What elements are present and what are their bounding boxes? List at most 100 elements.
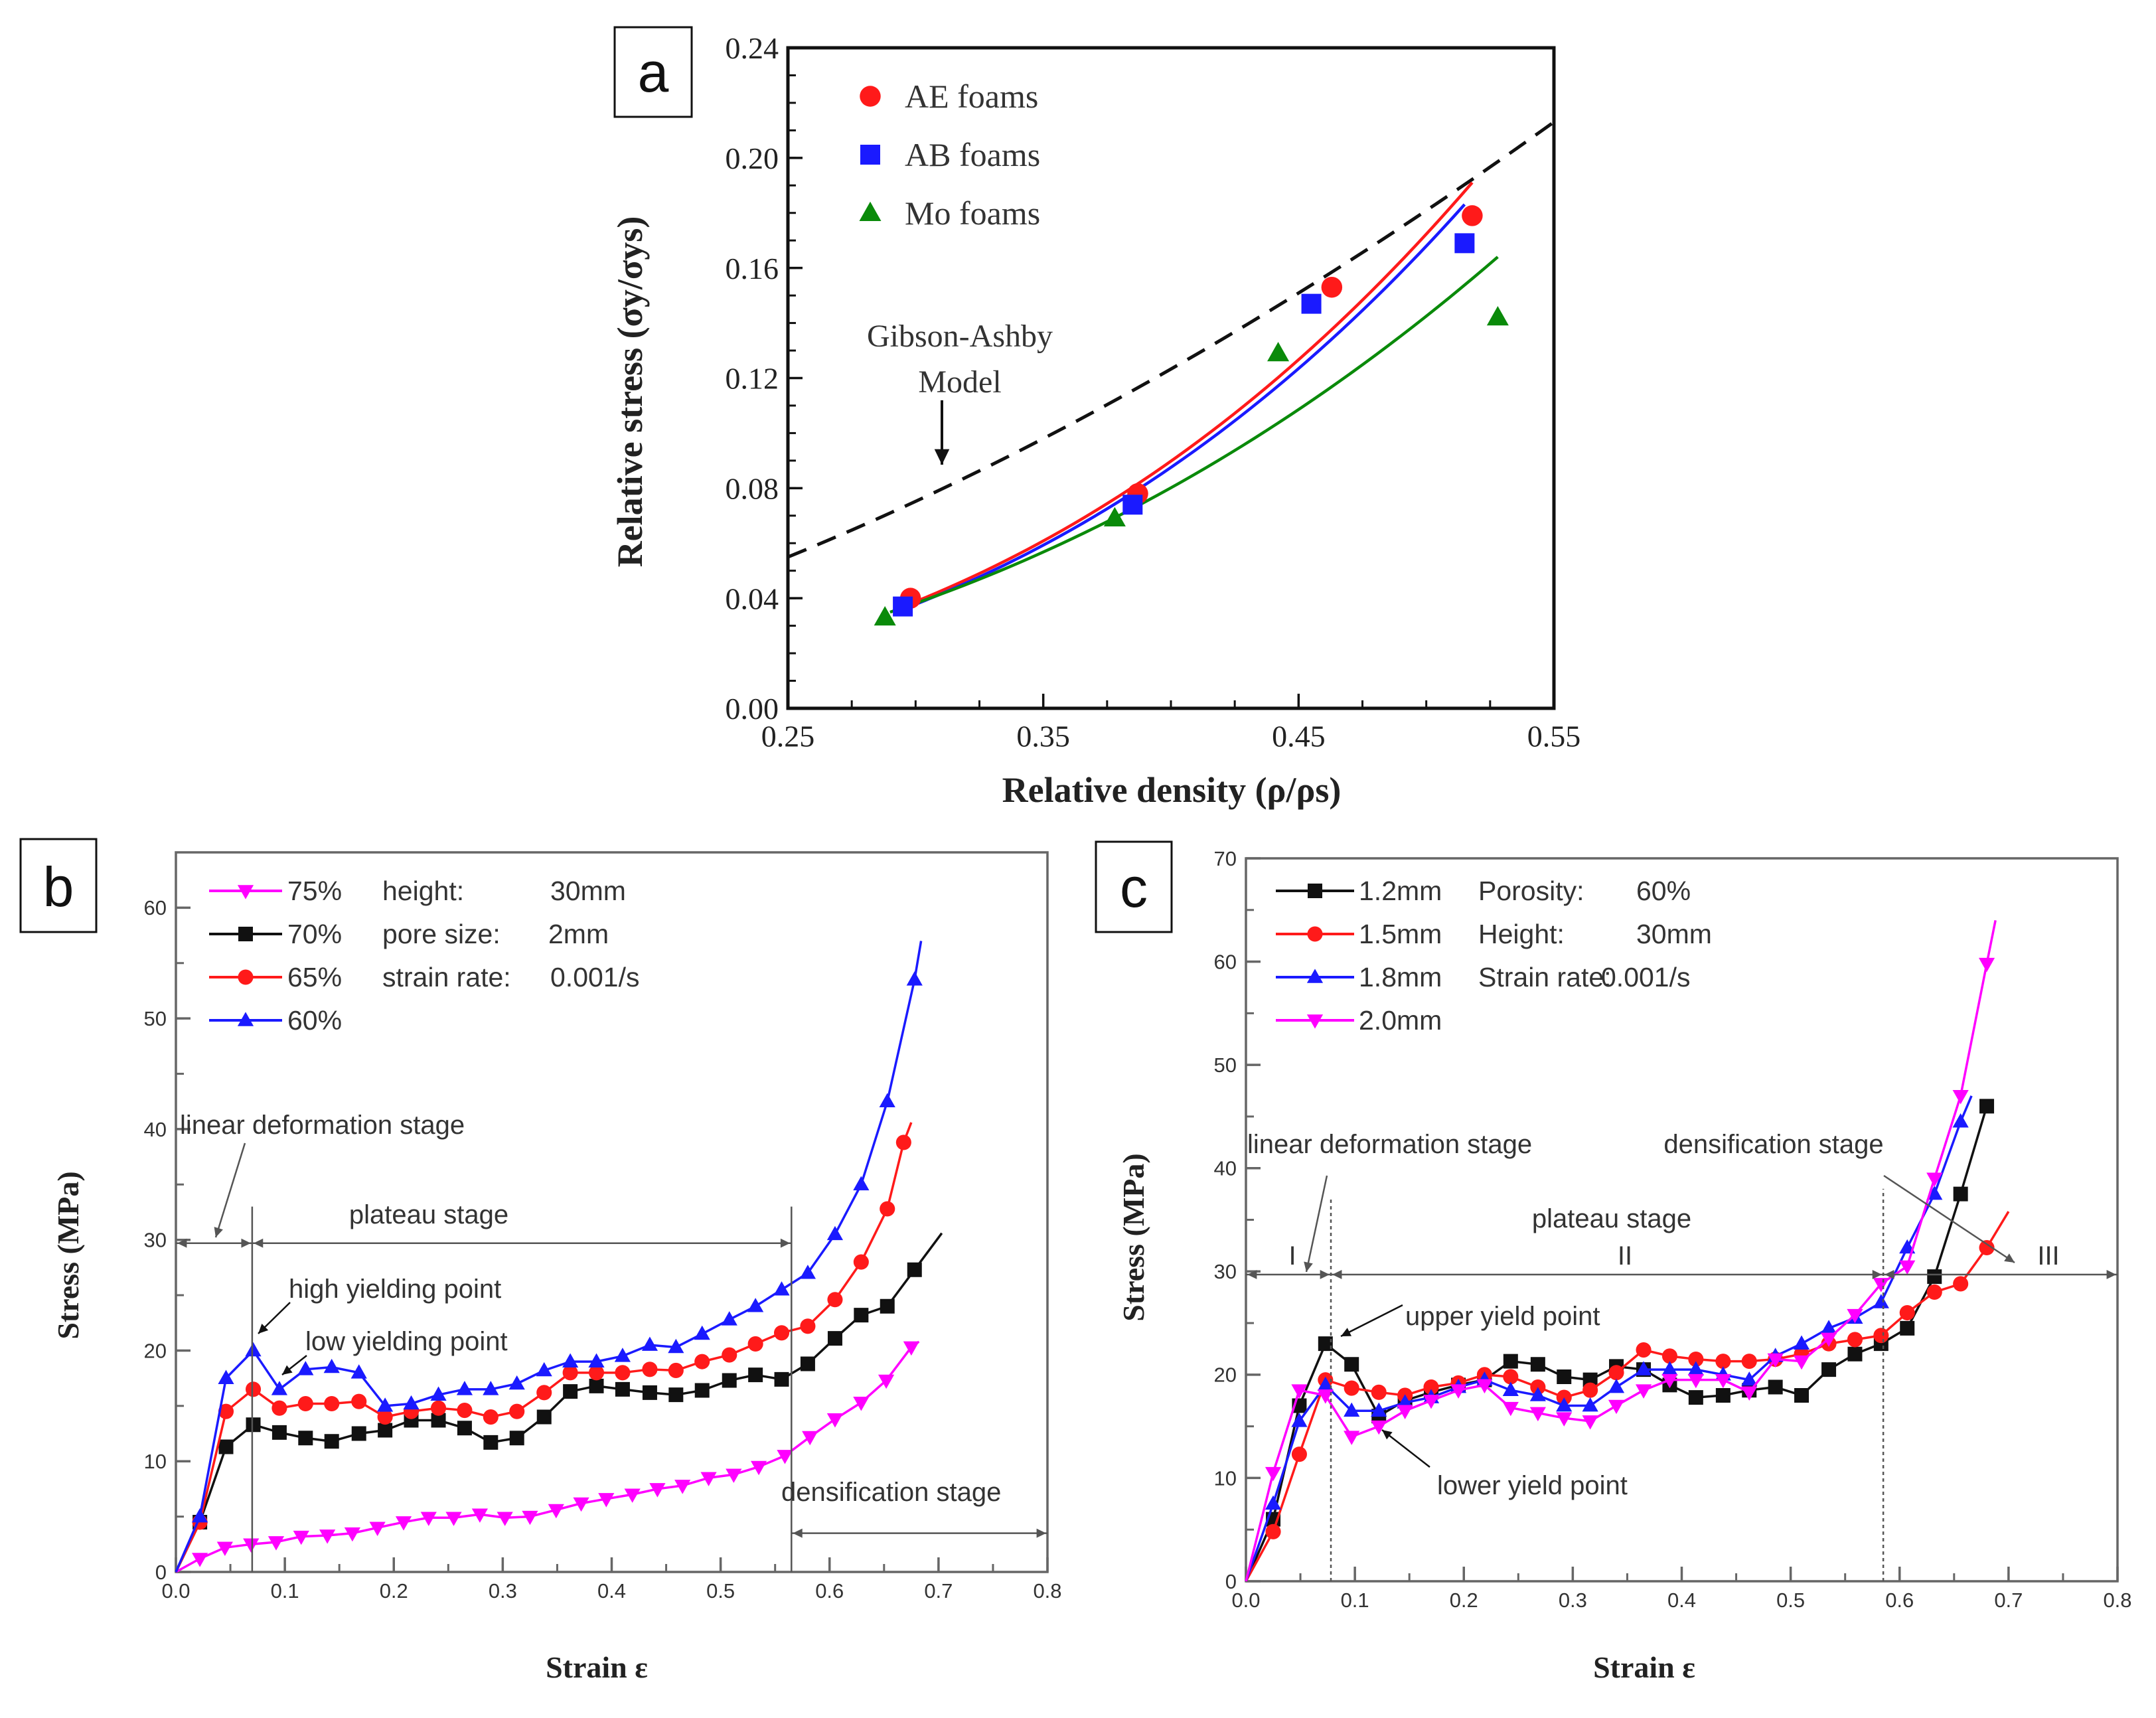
- data-point: [445, 1512, 462, 1526]
- legend-label: 2.0mm: [1359, 1005, 1442, 1036]
- data-point: [826, 1413, 844, 1428]
- data-point: [1926, 1284, 1942, 1300]
- data-point: [1454, 233, 1475, 254]
- data-point: [1768, 1379, 1783, 1395]
- data-point: [351, 1393, 367, 1409]
- data-point: [893, 596, 913, 617]
- legend-marker: [238, 927, 253, 941]
- annotation-label: high yielding point: [289, 1275, 501, 1304]
- annotation-label: II: [1618, 1241, 1632, 1271]
- legend-marker: [1308, 884, 1322, 898]
- data-point: [1873, 1328, 1889, 1344]
- data-point: [1462, 205, 1483, 226]
- condition-label: Porosity:: [1478, 876, 1584, 906]
- y-tick-label: 10: [1214, 1466, 1237, 1490]
- data-point: [536, 1362, 552, 1377]
- data-point: [1741, 1354, 1757, 1369]
- panel-c: c 0.0 0.1 0.2 0.3 0.4 0.5 0.6 0.7 0.8 0 10 20 30 40 50 6…: [1095, 840, 2132, 1684]
- x-tick-label: 0.3: [1559, 1589, 1587, 1612]
- gibson-ashby-model-line: [787, 120, 1555, 559]
- arrowhead-icon: [282, 1365, 293, 1375]
- annotations: linear deformation stage plateau stage hig…: [176, 1111, 1047, 1572]
- annotation-label: densification stage: [781, 1478, 1001, 1507]
- data-point: [1344, 1402, 1360, 1417]
- data-point: [773, 1281, 790, 1296]
- arrowhead-icon: [1247, 1269, 1257, 1279]
- data-point: [1688, 1351, 1704, 1367]
- data-point: [456, 1381, 473, 1395]
- data-point: [192, 1553, 208, 1567]
- data-point: [1820, 1332, 1837, 1348]
- data-point: [895, 1134, 911, 1150]
- data-point: [624, 1488, 641, 1503]
- fit-line-2: [889, 256, 1499, 614]
- x-tick-label: 0.4: [597, 1579, 626, 1602]
- y-tick-label: 0: [155, 1561, 167, 1584]
- data-point: [641, 1336, 658, 1351]
- x-tick-label: 0.5: [706, 1579, 735, 1602]
- data-point: [1926, 1185, 1943, 1200]
- data-point: [1636, 1342, 1652, 1358]
- data-point: [395, 1516, 412, 1531]
- y-tick-label: 60: [1214, 950, 1237, 973]
- data-point: [562, 1365, 578, 1381]
- x-tick-label: 0.2: [380, 1579, 408, 1602]
- x-tick-label: 0.1: [271, 1579, 299, 1602]
- x-tick-label: 0.45: [1272, 720, 1326, 753]
- annotation-label: upper yield point: [1405, 1302, 1600, 1331]
- data-point: [1476, 1379, 1493, 1394]
- annotation-label: low yielding point: [305, 1327, 508, 1356]
- data-point: [1635, 1361, 1652, 1375]
- condition-label: strain rate:: [382, 962, 511, 992]
- panel-label-box: [613, 26, 693, 118]
- x-tick-label: 0.7: [1994, 1589, 2023, 1612]
- annotation-label: linear deformation stage: [180, 1111, 465, 1140]
- data-point: [216, 1541, 233, 1556]
- data-point: [1741, 1386, 1758, 1401]
- data-point: [430, 1386, 447, 1401]
- data-point: [649, 1483, 666, 1498]
- series-1.8mm: [1245, 1095, 1973, 1582]
- data-point: [1556, 1412, 1573, 1427]
- series-1.5mm: [1245, 1211, 2010, 1582]
- legend-marker: [237, 885, 254, 899]
- data-point: [1873, 1294, 1889, 1308]
- legend-marker: [237, 1012, 254, 1026]
- data-point: [826, 1225, 844, 1241]
- panel-label-box: [19, 838, 98, 933]
- arrowhead-icon: [241, 1238, 251, 1248]
- data-point: [1952, 1090, 1969, 1105]
- data-point: [378, 1423, 393, 1438]
- data-point: [1661, 1348, 1677, 1364]
- y-tick-label: 60: [144, 896, 167, 919]
- data-point: [483, 1435, 499, 1450]
- data-point: [1291, 1446, 1307, 1462]
- series-ab-foams: [893, 233, 1475, 617]
- annotation-label: linear deformation stage: [1247, 1130, 1532, 1159]
- data-point: [1899, 1304, 1915, 1321]
- condition-value: 0.001/s: [1601, 962, 1691, 992]
- data-point: [1741, 1371, 1758, 1386]
- legend-label: AB foams: [905, 136, 1040, 173]
- series-60%: [175, 941, 923, 1573]
- data-point: [1979, 1239, 1995, 1256]
- data-point: [1265, 1466, 1282, 1482]
- data-point: [747, 1336, 763, 1352]
- legend-label: AE foams: [905, 78, 1038, 115]
- data-point: [1847, 1308, 1863, 1324]
- condition-label: pore size:: [382, 919, 501, 949]
- annotation-label: densification stage: [1663, 1130, 1883, 1159]
- data-point: [1820, 1320, 1837, 1334]
- y-axis-title: Stress (MPa): [51, 1171, 85, 1339]
- arrowhead-icon: [214, 1227, 223, 1237]
- arrowhead-icon: [1036, 1528, 1046, 1538]
- axes: 0.0 0.1 0.2 0.3 0.4 0.5 0.6 0.7 0.8 0 10 20 30 40 50 60: [144, 851, 1062, 1602]
- data-point: [1900, 1320, 1915, 1336]
- condition-value: 60%: [1636, 876, 1691, 906]
- data-point: [1502, 1401, 1519, 1417]
- data-point: [1715, 1373, 1731, 1389]
- annotation-arrow: [1305, 1175, 1328, 1273]
- data-point: [1344, 1357, 1359, 1372]
- data-point: [642, 1385, 657, 1400]
